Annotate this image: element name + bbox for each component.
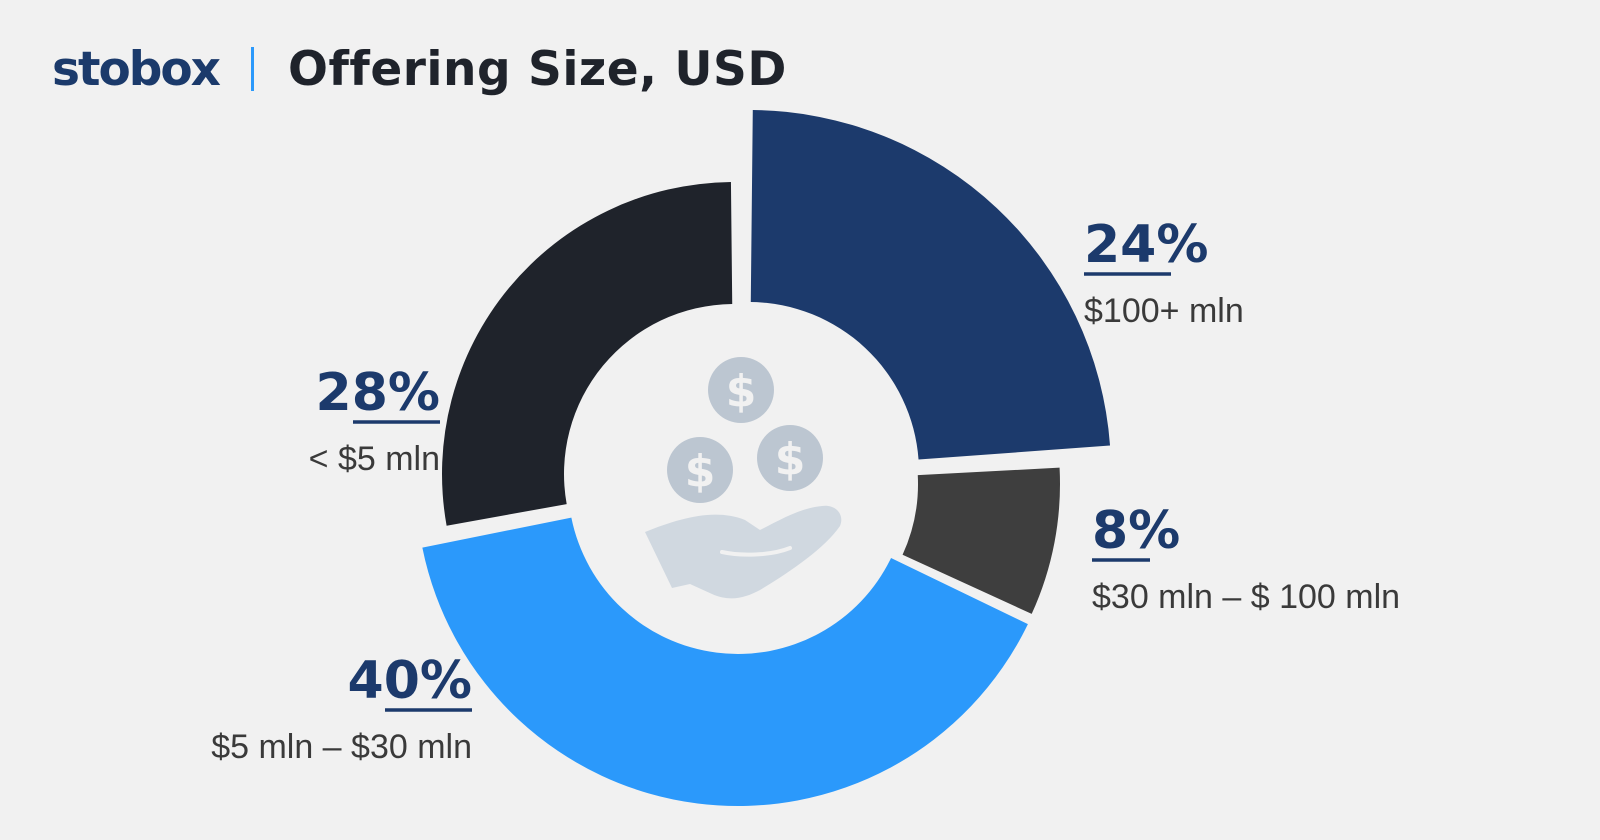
hand-thumb-line (720, 546, 792, 557)
slice-category-label: $30 mln – $ 100 mln (1092, 578, 1400, 616)
donut-slice (422, 517, 1028, 806)
hand-icon (645, 505, 842, 599)
coin-icon (708, 357, 774, 423)
slice-category-label: $100+ mln (1084, 292, 1244, 330)
donut-slice (902, 467, 1060, 614)
donut-slice (750, 110, 1111, 460)
dollar-sign-icon: $ (726, 366, 757, 417)
donut-slice (441, 182, 733, 526)
dollar-sign-icon: $ (775, 434, 806, 485)
stobox-logo: stobox (52, 41, 221, 97)
header-divider (250, 47, 254, 91)
donut-slices (422, 110, 1111, 806)
slice-percent-label: 8% (1092, 501, 1180, 561)
page-title: Offering Size, USD (287, 41, 787, 97)
slice-labels: 24% $100+ mln 8% $30 mln – $ 100 mln 40% $5 m… (211, 215, 1400, 766)
coin-icon (757, 425, 823, 491)
slice-category-label: < $5 mln (309, 440, 440, 478)
hand-with-coins-icon: $ $ $ (645, 357, 842, 599)
slice-category-label: $5 mln – $30 mln (211, 728, 472, 766)
header: stobox Offering Size, USD (52, 34, 787, 104)
slice-percent-label: 24% (1084, 215, 1208, 275)
dollar-sign-icon: $ (685, 446, 716, 497)
slice-percent-label: 40% (348, 651, 472, 711)
coin-icon (667, 437, 733, 503)
slice-percent-label: 28% (316, 363, 440, 423)
